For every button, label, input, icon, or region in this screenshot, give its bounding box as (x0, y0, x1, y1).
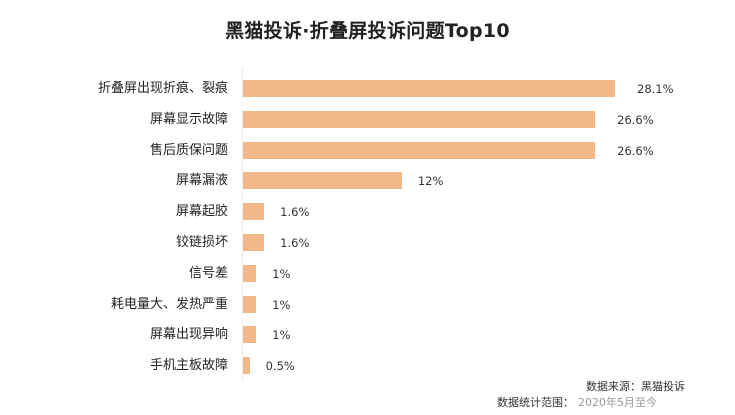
bar (243, 80, 615, 97)
category-label: 屏幕显示故障 (149, 111, 228, 127)
bar-row: 耗电量大、发热严重 1% (0, 295, 735, 314)
category-label: 耗电量大、发热严重 (110, 296, 228, 312)
category-label: 信号差 (188, 265, 228, 281)
bar (243, 110, 596, 128)
bar (243, 234, 265, 251)
value-label: 12% (417, 174, 444, 189)
bar-row: 手机主板故障 0.5% (0, 357, 735, 375)
bar-row: 屏幕显示故障 26.6% (0, 110, 735, 129)
category-label: 折叠屏出现折痕、裂痕 (97, 81, 228, 96)
bar (243, 295, 257, 313)
bar-row: 折叠屏出现折痕、裂痕 28.1% (0, 80, 735, 98)
bar (243, 326, 257, 344)
value-label: 26.6% (617, 143, 654, 158)
chart-title: 黑猫投诉·折叠屏投诉问题Top10 (225, 20, 510, 42)
category-label: 屏幕起胶 (175, 204, 228, 220)
bar-row: 售后质保问题 26.6% (0, 141, 735, 160)
category-label: 屏幕漏液 (175, 173, 228, 189)
value-label: 28.1% (637, 82, 674, 96)
bar-row: 信号差 1% (0, 264, 735, 283)
value-label: 1% (272, 266, 291, 281)
category-label: 屏幕出现异响 (149, 327, 228, 343)
category-label: 铰链损坏 (175, 235, 228, 250)
value-label: 1% (272, 328, 291, 343)
bar-row: 屏幕漏液 12% (0, 172, 735, 190)
data-range-note: 数据统计范围： 2020年5月至今 (497, 394, 657, 410)
bar (243, 172, 402, 190)
value-label: 1% (272, 297, 291, 312)
category-label: 手机主板故障 (149, 358, 228, 374)
value-label: 1.6% (280, 205, 310, 220)
bar-row: 屏幕起胶 1.6% (0, 203, 735, 221)
bar (243, 264, 257, 282)
bar (243, 203, 265, 221)
value-label: 0.5% (265, 359, 295, 374)
value-label: 26.6% (617, 112, 654, 127)
y-axis-line (242, 68, 243, 380)
bar (243, 141, 596, 159)
data-range-label: 数据统计范围： (497, 396, 574, 409)
bar-row: 铰链损坏 1.6% (0, 234, 735, 252)
category-label: 售后质保问题 (149, 142, 228, 158)
value-label: 1.6% (280, 236, 310, 250)
bar (243, 357, 250, 375)
data-range-date: 2020年5月至今 (578, 396, 657, 409)
bar-row: 屏幕出现异响 1% (0, 326, 735, 344)
data-source-note: 数据来源：黑猫投诉 (586, 380, 685, 393)
